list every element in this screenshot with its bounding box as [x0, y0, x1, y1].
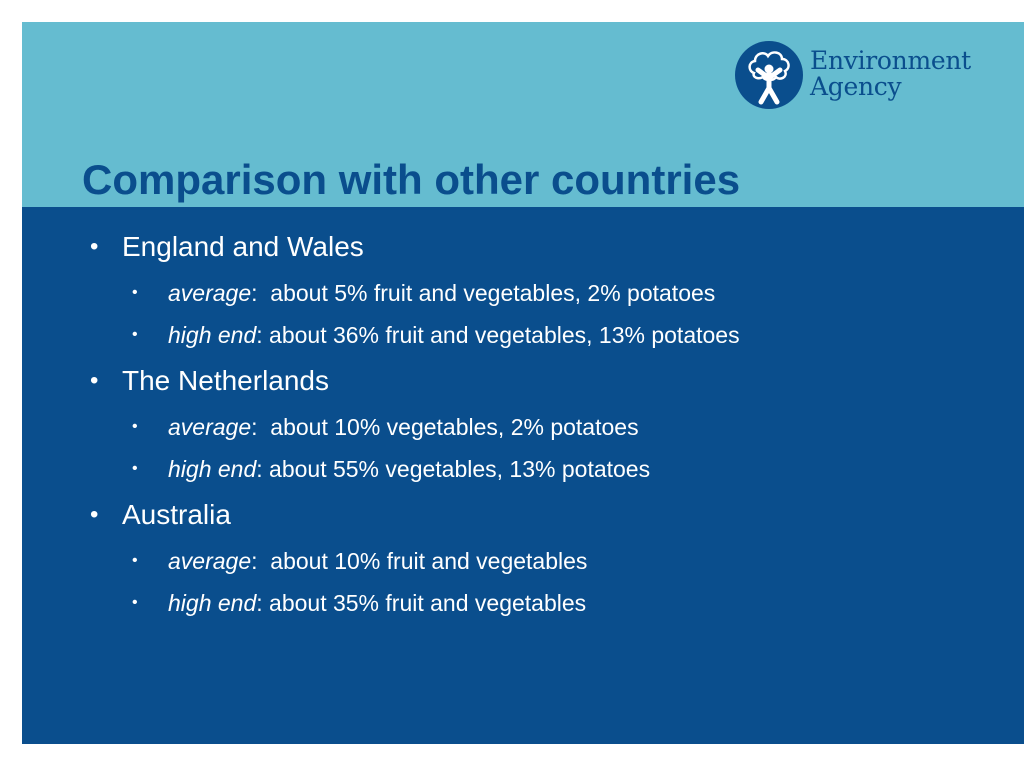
item-label: average: [168, 414, 252, 440]
item-label: high end: [168, 590, 257, 616]
bullet-icon: •: [90, 367, 99, 394]
bullet-level2: • average: about 10% fruit and vegetable…: [22, 540, 1024, 582]
section-heading: Australia: [122, 499, 231, 530]
tree-figure-emblem-icon: [735, 41, 803, 109]
item-label: average: [168, 280, 252, 306]
logo-text-line1: Environment: [810, 46, 971, 75]
section-heading: The Netherlands: [122, 365, 330, 396]
item-separator: :: [251, 548, 271, 574]
item-text: about 10% fruit and vegetables: [270, 548, 588, 574]
sub-bullet-icon: •: [132, 460, 138, 477]
item-text: about 10% vegetables, 2% potatoes: [270, 414, 639, 440]
bullet-level1: • The Netherlands: [22, 356, 1024, 406]
bullet-level2: • average: about 10% vegetables, 2% pota…: [22, 406, 1024, 448]
item-label: high end: [168, 322, 257, 348]
item-separator: :: [256, 456, 270, 482]
item-text: about 35% fruit and vegetables: [269, 590, 587, 616]
sub-bullet-icon: •: [132, 594, 138, 611]
sub-bullet-icon: •: [132, 552, 138, 569]
item-separator: :: [256, 590, 270, 616]
sub-bullet-icon: •: [132, 418, 138, 435]
section-heading: England and Wales: [122, 231, 364, 262]
slide: Environment Agency Comparison with other…: [22, 22, 1024, 744]
section-australia: • Australia • average: about 10% fruit a…: [22, 490, 1024, 624]
section-england-and-wales: • England and Wales • average: about 5% …: [22, 222, 1024, 356]
item-separator: :: [251, 414, 271, 440]
logo-text-line2: Agency: [810, 72, 902, 101]
item-text: about 55% vegetables, 13% potatoes: [269, 456, 651, 482]
sub-bullet-icon: •: [132, 284, 138, 301]
bullet-level2: • high end: about 55% vegetables, 13% po…: [22, 448, 1024, 490]
section-the-netherlands: • The Netherlands • average: about 10% v…: [22, 356, 1024, 490]
item-text: about 36% fruit and vegetables, 13% pota…: [269, 322, 740, 348]
bullet-icon: •: [90, 233, 99, 260]
slide-content: • England and Wales • average: about 5% …: [22, 222, 1024, 624]
sub-bullet-icon: •: [132, 326, 138, 343]
bullet-icon: •: [90, 501, 99, 528]
bullet-level2: • high end: about 35% fruit and vegetabl…: [22, 582, 1024, 624]
environment-agency-logo: Environment Agency: [734, 40, 994, 112]
bullet-level1: • England and Wales: [22, 222, 1024, 272]
item-separator: :: [256, 322, 270, 348]
item-label: average: [168, 548, 252, 574]
item-label: high end: [168, 456, 257, 482]
bullet-level1: • Australia: [22, 490, 1024, 540]
header-band: Environment Agency: [22, 22, 1024, 207]
slide-title: Comparison with other countries: [82, 156, 741, 203]
item-text: about 5% fruit and vegetables, 2% potato…: [270, 280, 716, 306]
bullet-level2: • average: about 5% fruit and vegetables…: [22, 272, 1024, 314]
bullet-level2: • high end: about 36% fruit and vegetabl…: [22, 314, 1024, 356]
item-separator: :: [251, 280, 271, 306]
